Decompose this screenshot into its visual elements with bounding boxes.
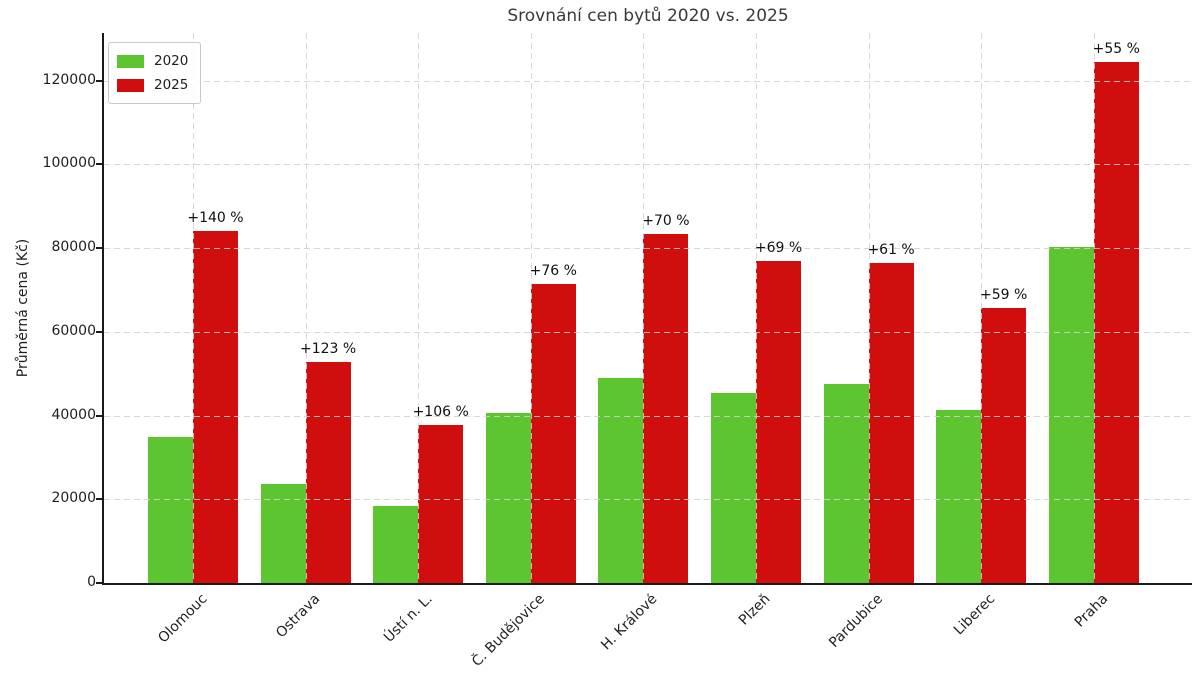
- x-tick-label: Plzeň: [735, 591, 774, 629]
- x-tick-label: Č. Budějovice: [469, 591, 549, 670]
- bar-2025-4: [530, 283, 576, 583]
- y-tick-mark: [96, 582, 102, 584]
- gridline-horizontal: [104, 331, 1192, 333]
- gridline-vertical: [981, 33, 983, 583]
- plot-area: [104, 33, 1192, 583]
- y-tick-mark: [96, 414, 102, 417]
- bar-2025-1: [193, 231, 238, 583]
- y-tick-mark: [96, 163, 102, 166]
- legend-label-2025: 2025: [154, 77, 189, 93]
- bar-annotation: +70 %: [642, 213, 690, 230]
- bar-2025-7: [868, 262, 914, 583]
- gridline-vertical: [530, 33, 532, 583]
- x-tick-label: Ostrava: [272, 591, 323, 642]
- x-tick-label: Praha: [1071, 591, 1112, 631]
- bar-2020-3: [373, 506, 419, 583]
- y-tick-mark: [96, 330, 102, 333]
- bar-annotation: +106 %: [412, 404, 469, 421]
- x-tick-label: Pardubice: [825, 591, 886, 651]
- x-tick-label: H. Králové: [598, 591, 661, 654]
- gridline-horizontal: [104, 164, 1192, 166]
- bar-2020-4: [485, 413, 531, 583]
- y-tick-mark: [96, 498, 102, 501]
- gridline-horizontal: [104, 499, 1192, 501]
- y-axis-label: Průměrná cena (Kč): [15, 238, 31, 378]
- bar-2025-8: [981, 308, 1027, 583]
- gridline-vertical: [756, 33, 757, 583]
- bar-annotation: +61 %: [867, 241, 915, 258]
- gridline-vertical: [305, 33, 307, 583]
- y-tick-label: 100000: [42, 155, 96, 172]
- legend-label-2020: 2020: [154, 53, 189, 69]
- legend-item-2020: 2020: [117, 49, 188, 73]
- y-tick-mark: [96, 247, 102, 250]
- gridline-horizontal: [104, 248, 1192, 250]
- bar-2025-6: [756, 261, 801, 583]
- gridline-vertical: [1093, 33, 1095, 583]
- bar-2020-1: [148, 436, 193, 583]
- gridline-vertical: [868, 33, 870, 583]
- bar-annotation: +55 %: [1092, 40, 1140, 57]
- y-tick-label: 80000: [51, 239, 96, 256]
- bar-2025-9: [1093, 61, 1139, 583]
- x-tick-label: Olomouc: [154, 591, 211, 647]
- y-tick-label: 0: [87, 574, 96, 590]
- bar-2020-9: [1048, 246, 1094, 583]
- x-axis-spine: [102, 583, 1192, 585]
- legend-swatch-2025: [117, 78, 144, 92]
- bar-2025-2: [305, 361, 351, 583]
- y-tick-label: 120000: [42, 71, 96, 88]
- bar-2025-3: [418, 425, 464, 583]
- bar-2020-6: [711, 392, 756, 583]
- bar-annotation: +59 %: [980, 287, 1028, 303]
- y-tick-label: 20000: [51, 490, 96, 507]
- bar-annotation: +123 %: [299, 340, 357, 357]
- x-tick-label: Ústí n. L.: [380, 591, 436, 646]
- gridline-vertical: [193, 33, 194, 583]
- gridline-vertical: [418, 33, 420, 583]
- y-tick-label: 60000: [51, 322, 96, 339]
- gridline-vertical: [643, 33, 645, 583]
- chart-title: Srovnání cen bytů 2020 vs. 2025: [507, 6, 789, 26]
- bar-2020-2: [260, 483, 306, 583]
- bar-2020-7: [823, 384, 869, 583]
- bar-annotation: +69 %: [754, 240, 803, 257]
- gridline-horizontal: [104, 80, 1192, 82]
- legend-swatch-2020: [117, 54, 144, 68]
- x-tick-label: Liberec: [951, 591, 999, 639]
- chart-legend: 2020 2025: [108, 42, 202, 104]
- y-axis-spine: [102, 33, 104, 585]
- bar-2025-5: [643, 234, 689, 583]
- gridline-horizontal: [104, 415, 1192, 417]
- bar-annotation: +76 %: [529, 262, 577, 279]
- y-tick-mark: [96, 79, 102, 82]
- legend-item-2025: 2025: [117, 73, 188, 97]
- bar-2020-5: [598, 377, 644, 583]
- bar-annotation: +140 %: [187, 210, 244, 227]
- y-tick-label: 40000: [51, 406, 96, 423]
- bar-2020-8: [936, 410, 982, 583]
